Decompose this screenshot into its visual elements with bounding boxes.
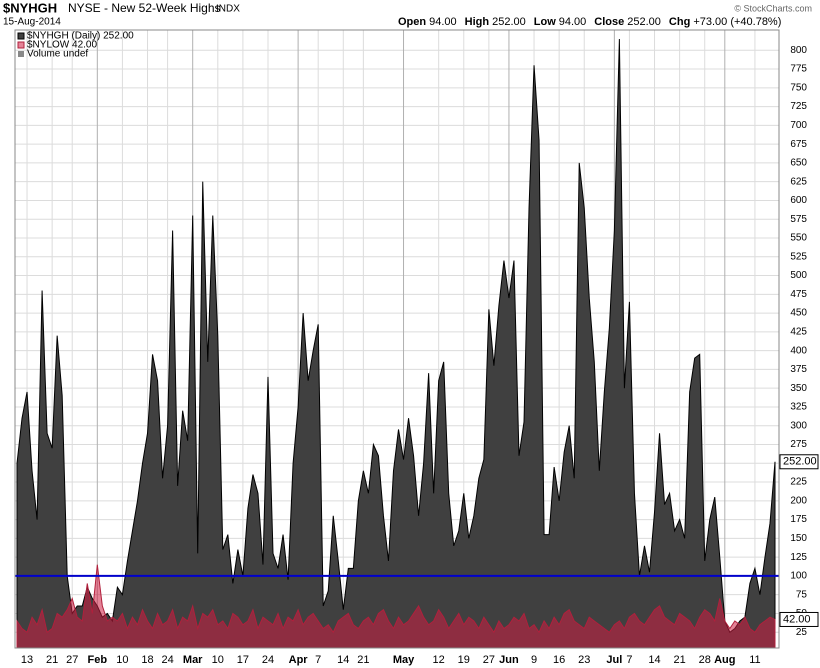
y-tick-label: 600 (790, 195, 807, 206)
x-tick-label: 21 (673, 654, 685, 666)
x-tick-label: 18 (141, 654, 153, 666)
x-tick-label: 9 (531, 654, 537, 666)
legend-label: $NYHGH (Daily) 252.00 (27, 31, 134, 42)
x-tick-label: 14 (648, 654, 660, 666)
y-tick-label: 175 (790, 514, 807, 525)
y-tick-label: 200 (790, 495, 807, 506)
y-tick-label: 25 (796, 627, 808, 638)
y-tick-label: 625 (790, 176, 807, 187)
exchange: INDX (216, 4, 240, 15)
x-tick-label: 28 (699, 654, 711, 666)
x-tick-label: 11 (749, 654, 760, 666)
y-tick-label: 400 (790, 345, 807, 356)
quote-label: Close (594, 16, 624, 28)
x-tick-label: Jul (606, 654, 622, 666)
last-value-bg (779, 611, 819, 627)
x-tick-label: 27 (483, 654, 495, 666)
y-tick-label: 525 (790, 251, 807, 262)
last-value-bg (779, 454, 819, 470)
y-tick-label: 675 (790, 139, 807, 150)
quote-value: +73.00 (+40.78%) (693, 16, 781, 28)
x-tick-label: Jun (499, 654, 519, 666)
y-tick-label: 375 (790, 364, 807, 375)
y-tick-label: 650 (790, 158, 807, 169)
plot-border (14, 29, 780, 649)
y-tick-label: 225 (790, 477, 807, 488)
legend-label: Volume undef (27, 49, 88, 60)
y-tick-label: 750 (790, 82, 807, 93)
y-tick-label: 300 (790, 420, 807, 431)
x-tick-label: May (393, 654, 415, 666)
area (16, 564, 776, 649)
copyright: © StockCharts.com (734, 3, 812, 13)
quote-label: Open (398, 16, 426, 28)
x-tick-label: 23 (578, 654, 590, 666)
legend-swatch (18, 51, 24, 57)
y-tick-label: 725 (790, 101, 807, 112)
last-value-label: 252.00 (783, 456, 817, 468)
quote-value: 94.00 (429, 16, 457, 28)
last-value-box: 42.00 (779, 611, 819, 627)
quote-label: Chg (669, 16, 690, 28)
legend-label: $NYLOW 42.00 (27, 40, 97, 51)
x-tick-label: 16 (553, 654, 565, 666)
y-tick-label: 800 (790, 45, 807, 56)
y-tick-label: 700 (790, 120, 807, 131)
area (16, 38, 776, 649)
x-tick-label: 24 (262, 654, 274, 666)
y-tick-label: 775 (790, 64, 807, 75)
y-tick-label: 575 (790, 214, 807, 225)
x-tick-label: 10 (212, 654, 224, 666)
legend-swatch (17, 41, 25, 49)
x-tick-label: 19 (458, 654, 470, 666)
x-tick-label: 12 (433, 654, 445, 666)
y-tick-label: 550 (790, 233, 807, 244)
y-tick-label: 275 (790, 439, 807, 450)
y-tick-label: 125 (790, 552, 807, 563)
quote-value: 252.00 (492, 16, 526, 28)
chart-title: NYSE - New 52-Week Highs (68, 1, 221, 15)
y-tick-label: 350 (790, 383, 807, 394)
x-tick-label: Aug (714, 654, 735, 666)
symbol: $NYHGH (3, 0, 57, 15)
y-tick-label: 475 (790, 289, 807, 300)
x-tick-label: 7 (315, 654, 321, 666)
x-tick-label: 14 (337, 654, 349, 666)
quote-value: 252.00 (627, 16, 661, 28)
quote-label: Low (534, 16, 556, 28)
legend-swatch (17, 32, 25, 40)
y-tick-label: 150 (790, 533, 807, 544)
x-tick-label: 13 (21, 654, 33, 666)
x-tick-label: 21 (357, 654, 369, 666)
x-tick-label: Apr (289, 654, 309, 666)
x-tick-label: 24 (161, 654, 173, 666)
y-tick-label: 100 (790, 571, 807, 582)
y-tick-label: 425 (790, 327, 807, 338)
last-value-box: 252.00 (779, 454, 819, 470)
x-tick-label: Mar (183, 654, 203, 666)
x-tick-label: 17 (237, 654, 249, 666)
y-tick-label: 325 (790, 402, 807, 413)
quote-label: High (465, 16, 490, 28)
y-tick-label: 75 (796, 589, 808, 600)
y-tick-label: 450 (790, 308, 807, 319)
x-tick-label: 27 (66, 654, 78, 666)
x-tick-label: 10 (116, 654, 128, 666)
date: 15-Aug-2014 (3, 17, 61, 28)
x-tick-label: Feb (88, 654, 108, 666)
x-tick-label: 7 (626, 654, 632, 666)
x-tick-label: 21 (46, 654, 58, 666)
last-value-label: 42.00 (783, 613, 811, 625)
quote-value: 94.00 (559, 16, 587, 28)
y-tick-label: 500 (790, 270, 807, 281)
